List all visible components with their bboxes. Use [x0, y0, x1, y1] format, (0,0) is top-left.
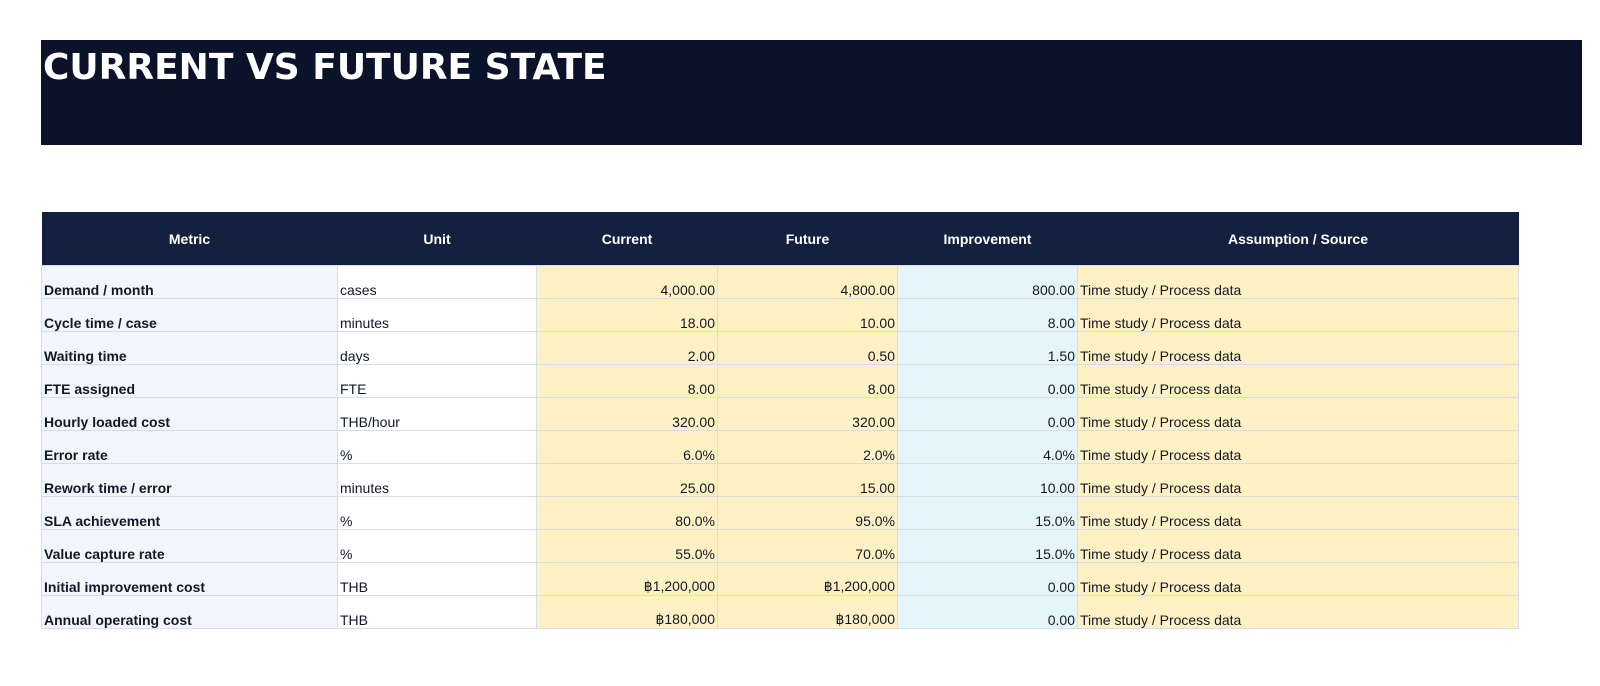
unit-cell[interactable]: cases: [337, 265, 537, 299]
future-value-cell[interactable]: 15.00: [717, 463, 898, 497]
future-value-cell[interactable]: ฿1,200,000: [717, 562, 898, 596]
future-value-cell[interactable]: 8.00: [717, 364, 898, 398]
improvement-value-cell[interactable]: 15.0%: [897, 496, 1078, 530]
current-value-cell[interactable]: ฿180,000: [536, 595, 718, 629]
title-banner: CURRENT VS FUTURE STATE: [41, 40, 1582, 145]
future-value-cell[interactable]: 2.0%: [717, 430, 898, 464]
current-value-cell[interactable]: 8.00: [536, 364, 718, 398]
metric-cell[interactable]: Annual operating cost: [41, 595, 338, 629]
improvement-value-cell[interactable]: 1.50: [897, 331, 1078, 365]
current-value-cell[interactable]: ฿1,200,000: [536, 562, 718, 596]
future-value-cell[interactable]: 95.0%: [717, 496, 898, 530]
improvement-value-cell[interactable]: 8.00: [897, 298, 1078, 332]
assumption-source-cell[interactable]: Time study / Process data: [1077, 595, 1519, 629]
improvement-value-cell[interactable]: 0.00: [897, 595, 1078, 629]
metric-cell[interactable]: Initial improvement cost: [41, 562, 338, 596]
table-row: Rework time / error minutes 25.00 15.00 10.0…: [41, 463, 1519, 497]
unit-cell[interactable]: %: [337, 496, 537, 530]
metric-cell[interactable]: Value capture rate: [41, 529, 338, 563]
unit-cell[interactable]: FTE: [337, 364, 537, 398]
assumption-source-cell[interactable]: Time study / Process data: [1077, 265, 1519, 299]
metric-cell[interactable]: Hourly loaded cost: [41, 397, 338, 431]
table-row: Demand / month cases 4,000.00 4,800.00 800.0…: [41, 265, 1519, 299]
table-row: Initial improvement cost THB ฿1,200,000 ฿1,…: [41, 562, 1519, 596]
future-value-cell[interactable]: 0.50: [717, 331, 898, 365]
table-row: Cycle time / case minutes 18.00 10.00 8.00 Ti…: [41, 298, 1519, 332]
unit-cell[interactable]: days: [337, 331, 537, 365]
header-assumption-source[interactable]: Assumption / Source: [1077, 212, 1519, 266]
unit-cell[interactable]: %: [337, 430, 537, 464]
header-metric[interactable]: Metric: [41, 212, 338, 266]
improvement-value-cell[interactable]: 0.00: [897, 397, 1078, 431]
unit-cell[interactable]: THB: [337, 562, 537, 596]
improvement-value-cell[interactable]: 0.00: [897, 562, 1078, 596]
current-value-cell[interactable]: 4,000.00: [536, 265, 718, 299]
current-value-cell[interactable]: 25.00: [536, 463, 718, 497]
future-value-cell[interactable]: 4,800.00: [717, 265, 898, 299]
unit-cell[interactable]: THB/hour: [337, 397, 537, 431]
unit-cell[interactable]: THB: [337, 595, 537, 629]
improvement-value-cell[interactable]: 4.0%: [897, 430, 1078, 464]
table-body: Demand / month cases 4,000.00 4,800.00 800.0…: [41, 265, 1519, 629]
metric-cell[interactable]: FTE assigned: [41, 364, 338, 398]
current-value-cell[interactable]: 320.00: [536, 397, 718, 431]
metric-cell[interactable]: Rework time / error: [41, 463, 338, 497]
assumption-source-cell[interactable]: Time study / Process data: [1077, 331, 1519, 365]
future-value-cell[interactable]: 70.0%: [717, 529, 898, 563]
table-row: Value capture rate% 55.0% 70.0% 15.0% Time s…: [41, 529, 1519, 563]
assumption-source-cell[interactable]: Time study / Process data: [1077, 529, 1519, 563]
header-unit[interactable]: Unit: [337, 212, 537, 266]
metric-cell[interactable]: Cycle time / case: [41, 298, 338, 332]
assumption-source-cell[interactable]: Time study / Process data: [1077, 463, 1519, 497]
assumption-source-cell[interactable]: Time study / Process data: [1077, 496, 1519, 530]
header-future[interactable]: Future: [717, 212, 898, 266]
table-row: FTE assigned FTE 8.00 8.00 0.00 Time study / …: [41, 364, 1519, 398]
assumption-source-cell[interactable]: Time study / Process data: [1077, 298, 1519, 332]
header-row: Metric Unit Current Future Improvement A…: [41, 212, 1519, 266]
assumption-source-cell[interactable]: Time study / Process data: [1077, 397, 1519, 431]
improvement-value-cell[interactable]: 15.0%: [897, 529, 1078, 563]
header-current[interactable]: Current: [536, 212, 718, 266]
table-row: SLA achievement% 80.0% 95.0% 15.0% Time stud…: [41, 496, 1519, 530]
future-value-cell[interactable]: ฿180,000: [717, 595, 898, 629]
current-value-cell[interactable]: 2.00: [536, 331, 718, 365]
table-row: Hourly loaded cost THB/hour 320.00 320.00 0.…: [41, 397, 1519, 431]
unit-cell[interactable]: minutes: [337, 463, 537, 497]
future-value-cell[interactable]: 320.00: [717, 397, 898, 431]
assumption-source-cell[interactable]: Time study / Process data: [1077, 430, 1519, 464]
current-value-cell[interactable]: 6.0%: [536, 430, 718, 464]
current-value-cell[interactable]: 80.0%: [536, 496, 718, 530]
future-value-cell[interactable]: 10.00: [717, 298, 898, 332]
assumption-source-cell[interactable]: Time study / Process data: [1077, 364, 1519, 398]
metric-cell[interactable]: Error rate: [41, 430, 338, 464]
header-improvement[interactable]: Improvement: [897, 212, 1078, 266]
improvement-value-cell[interactable]: 10.00: [897, 463, 1078, 497]
table-row: Error rate% 6.0% 2.0% 4.0% Time study / Proc…: [41, 430, 1519, 464]
unit-cell[interactable]: minutes: [337, 298, 537, 332]
metric-cell[interactable]: SLA achievement: [41, 496, 338, 530]
current-value-cell[interactable]: 55.0%: [536, 529, 718, 563]
metric-cell[interactable]: Demand / month: [41, 265, 338, 299]
table-row: Annual operating cost THB ฿180,000 ฿180,000…: [41, 595, 1519, 629]
unit-cell[interactable]: %: [337, 529, 537, 563]
page-title: CURRENT VS FUTURE STATE: [43, 47, 607, 88]
improvement-value-cell[interactable]: 0.00: [897, 364, 1078, 398]
current-value-cell[interactable]: 18.00: [536, 298, 718, 332]
comparison-table: Metric Unit Current Future Improvement A…: [41, 212, 1519, 629]
table-row: Waiting time days 2.00 0.50 1.50 Time study /…: [41, 331, 1519, 365]
metric-cell[interactable]: Waiting time: [41, 331, 338, 365]
assumption-source-cell[interactable]: Time study / Process data: [1077, 562, 1519, 596]
improvement-value-cell[interactable]: 800.00: [897, 265, 1078, 299]
